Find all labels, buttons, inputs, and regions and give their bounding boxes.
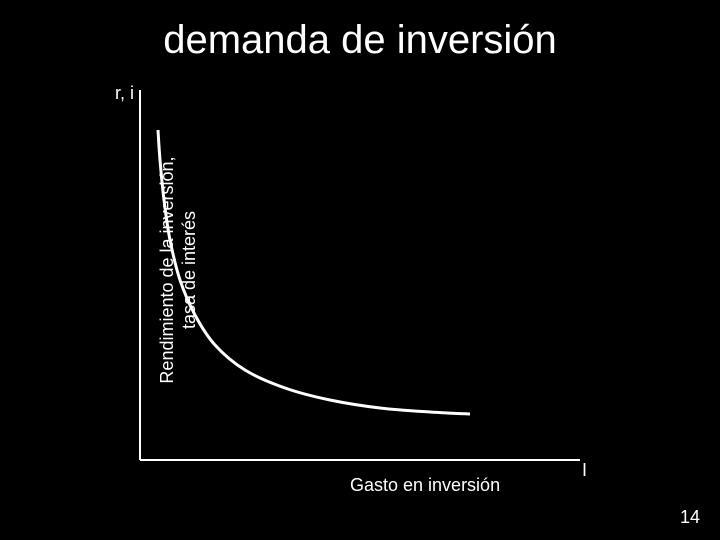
slide-number: 14: [680, 507, 700, 528]
x-axis-symbol: I: [582, 460, 587, 481]
x-axis-label: Gasto en inversión: [350, 475, 500, 496]
demand-curve-chart: [130, 90, 580, 470]
slide-title: demanda de inversión: [0, 18, 720, 63]
demand-curve: [158, 130, 470, 414]
